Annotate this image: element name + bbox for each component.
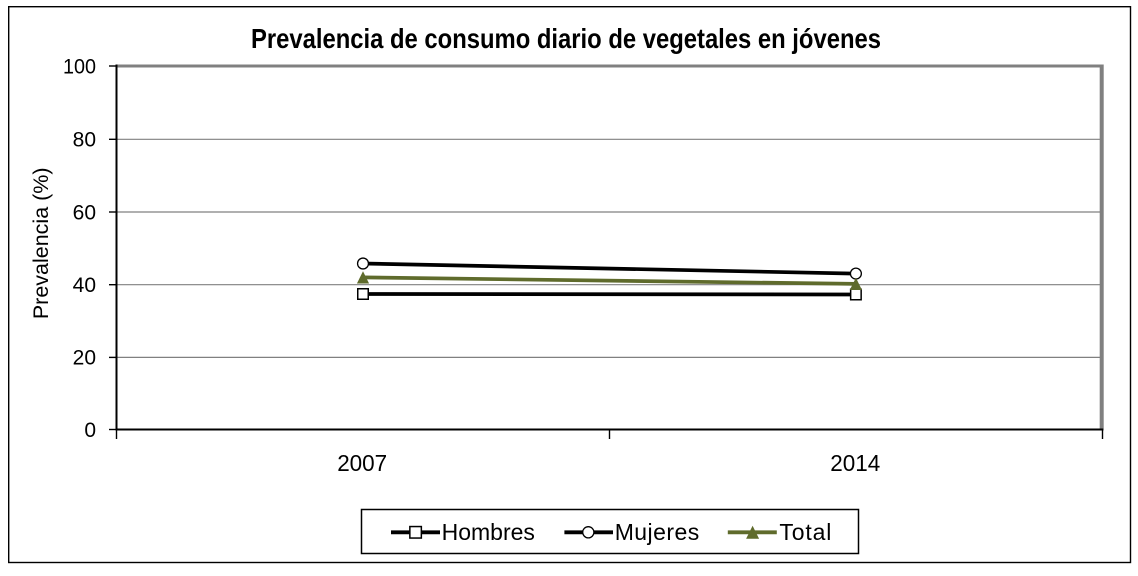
- svg-text:2014: 2014: [830, 450, 880, 476]
- svg-text:Total: Total: [779, 519, 831, 545]
- svg-text:2007: 2007: [337, 450, 387, 476]
- svg-text:Prevalencia (%): Prevalencia (%): [29, 167, 53, 319]
- svg-text:60: 60: [73, 201, 96, 224]
- svg-text:80: 80: [73, 129, 96, 152]
- svg-text:Hombres: Hombres: [442, 519, 535, 545]
- svg-text:Mujeres: Mujeres: [615, 519, 700, 545]
- svg-text:40: 40: [73, 274, 96, 297]
- svg-text:100: 100: [63, 55, 96, 78]
- svg-text:Prevalencia de consumo diario: Prevalencia de consumo diario de vegetal…: [251, 23, 881, 54]
- svg-text:0: 0: [84, 419, 96, 442]
- svg-text:20: 20: [73, 347, 96, 370]
